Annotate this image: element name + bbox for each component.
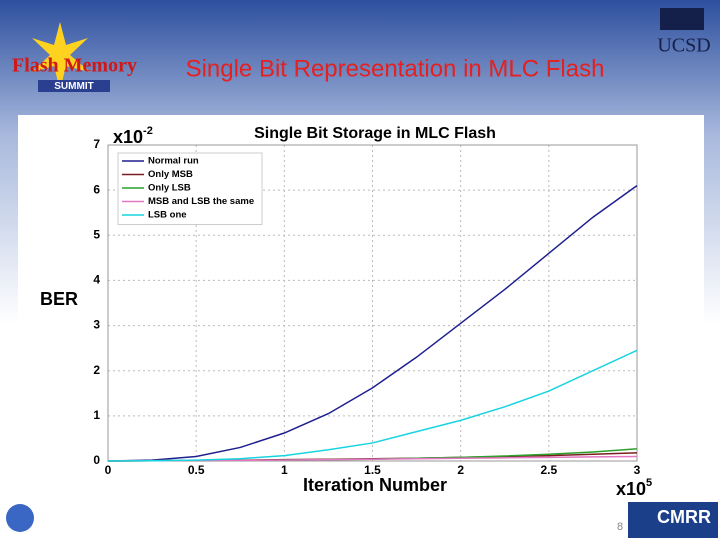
plot-frame <box>107 144 638 462</box>
legend-label: MSB and LSB the same <box>148 196 254 207</box>
y-axis-label: BER <box>40 289 78 309</box>
y-tick-label: 1 <box>93 408 100 422</box>
logo-star <box>32 22 90 90</box>
y-tick-label: 6 <box>93 182 100 196</box>
logo-bottom-box <box>628 502 718 538</box>
x-tick-label: 0.5 <box>188 463 205 477</box>
series-line <box>107 349 638 462</box>
x-tick-label: 1 <box>281 463 288 477</box>
logo-right: UCSD <box>657 35 710 57</box>
logo-bottom-left <box>6 504 34 532</box>
y-tick-label: 5 <box>93 227 100 241</box>
y-tick-label: 2 <box>93 363 100 377</box>
y-multiplier: x10-2 <box>113 125 153 147</box>
legend-label: LSB one <box>148 210 187 221</box>
page-number: 8 <box>617 521 623 533</box>
logo-left-sub: SUMMIT <box>54 81 93 92</box>
slide-title: Single Bit Representation in MLC Flash <box>186 55 605 82</box>
y-multiplier-base: x10 <box>113 127 143 147</box>
x-multiplier: x105 <box>616 477 652 499</box>
x-tick-label: 2.5 <box>540 463 557 477</box>
logo-right-mark <box>660 8 704 30</box>
y-tick-label: 3 <box>93 318 100 332</box>
x-tick-label: 2 <box>457 463 464 477</box>
y-tick-label: 7 <box>93 137 100 151</box>
y-tick-label: 4 <box>93 273 100 287</box>
x-axis-label: Iteration Number <box>303 475 447 495</box>
x-tick-label: 1.5 <box>364 463 381 477</box>
y-multiplier-exp: -2 <box>143 125 153 137</box>
logo-bottom: CMRR <box>657 507 711 527</box>
x-tick-label: 0 <box>105 463 112 477</box>
legend-label: Only MSB <box>148 169 193 180</box>
logo-bar <box>38 80 110 92</box>
x-multiplier-base: x10 <box>616 479 646 499</box>
logo-left: Flash Memory <box>12 55 137 77</box>
x-tick-label: 3 <box>634 463 641 477</box>
y-tick-label: 0 <box>93 453 100 467</box>
chart-title: Single Bit Storage in MLC Flash <box>254 125 496 142</box>
x-multiplier-exp: 5 <box>646 477 652 489</box>
legend-label: Normal run <box>148 156 199 167</box>
series-line <box>107 185 638 462</box>
legend-label: Only LSB <box>148 183 191 194</box>
